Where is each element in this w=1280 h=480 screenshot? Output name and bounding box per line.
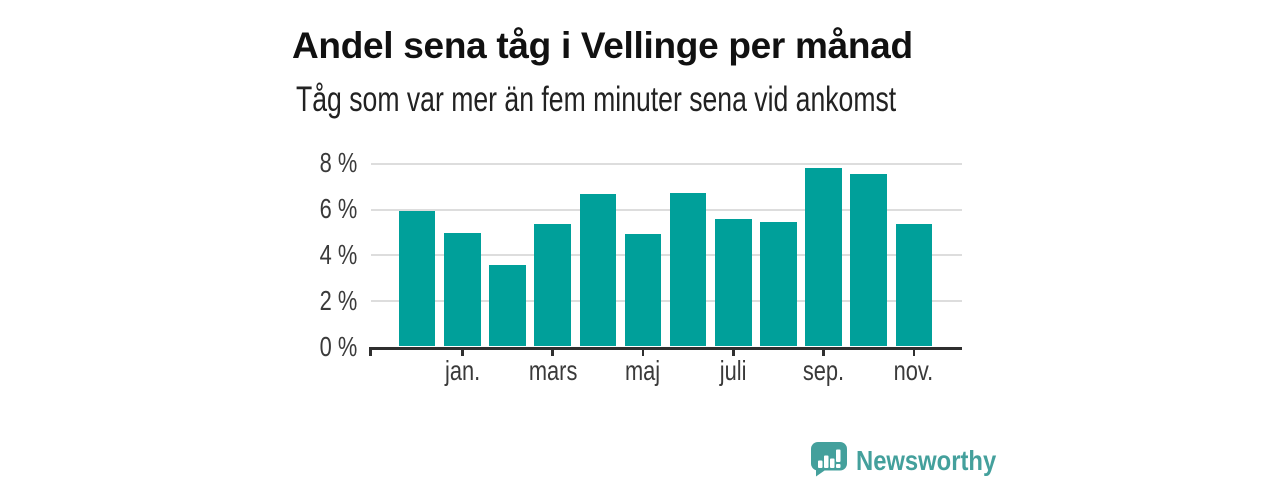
x-axis-label: nov. (894, 354, 934, 386)
x-axis-tick (732, 349, 735, 356)
newsworthy-logo: Newsworthy (810, 441, 1021, 477)
x-axis-tick (641, 349, 645, 356)
x-axis-label: sep. (802, 354, 845, 386)
x-axis-tick (822, 349, 825, 356)
grid-line (371, 162, 962, 165)
grid-line (371, 208, 962, 211)
x-axis-label: jan. (444, 354, 480, 386)
x-axis-label: mars (528, 354, 577, 386)
bar (398, 211, 436, 347)
x-axis-tick (912, 349, 916, 356)
y-axis-label: 6 % (319, 193, 357, 225)
bar (850, 173, 887, 347)
bar (760, 221, 797, 347)
bar (805, 167, 842, 347)
newsworthy-bubble-chart-icon (811, 442, 847, 477)
bar (489, 265, 526, 347)
y-axis-label: 4 % (319, 238, 357, 270)
x-axis-label: maj (625, 354, 661, 386)
bar (624, 234, 662, 347)
bar (715, 219, 752, 347)
x-axis-label: juli (719, 354, 747, 386)
bar (669, 193, 707, 347)
newsworthy-wordmark: Newsworthy (856, 445, 997, 476)
chart-subtitle: Tåg som var mer än fem minuter sena vid … (296, 80, 897, 119)
x-axis-line (368, 346, 962, 350)
x-axis-start-tick (369, 349, 372, 356)
y-axis-label: 2 % (319, 284, 357, 316)
chart-title: Andel sena tåg i Vellinge per månad (292, 24, 913, 66)
x-axis-tick (551, 349, 554, 356)
x-axis-tick (461, 349, 464, 356)
y-axis-label: 8 % (319, 147, 357, 179)
grid-line (371, 300, 962, 303)
bar (895, 223, 933, 347)
bar (444, 233, 481, 347)
y-axis-label: 0 % (319, 330, 357, 362)
bar (534, 223, 571, 347)
bar (579, 194, 617, 347)
grid-line (371, 254, 962, 257)
